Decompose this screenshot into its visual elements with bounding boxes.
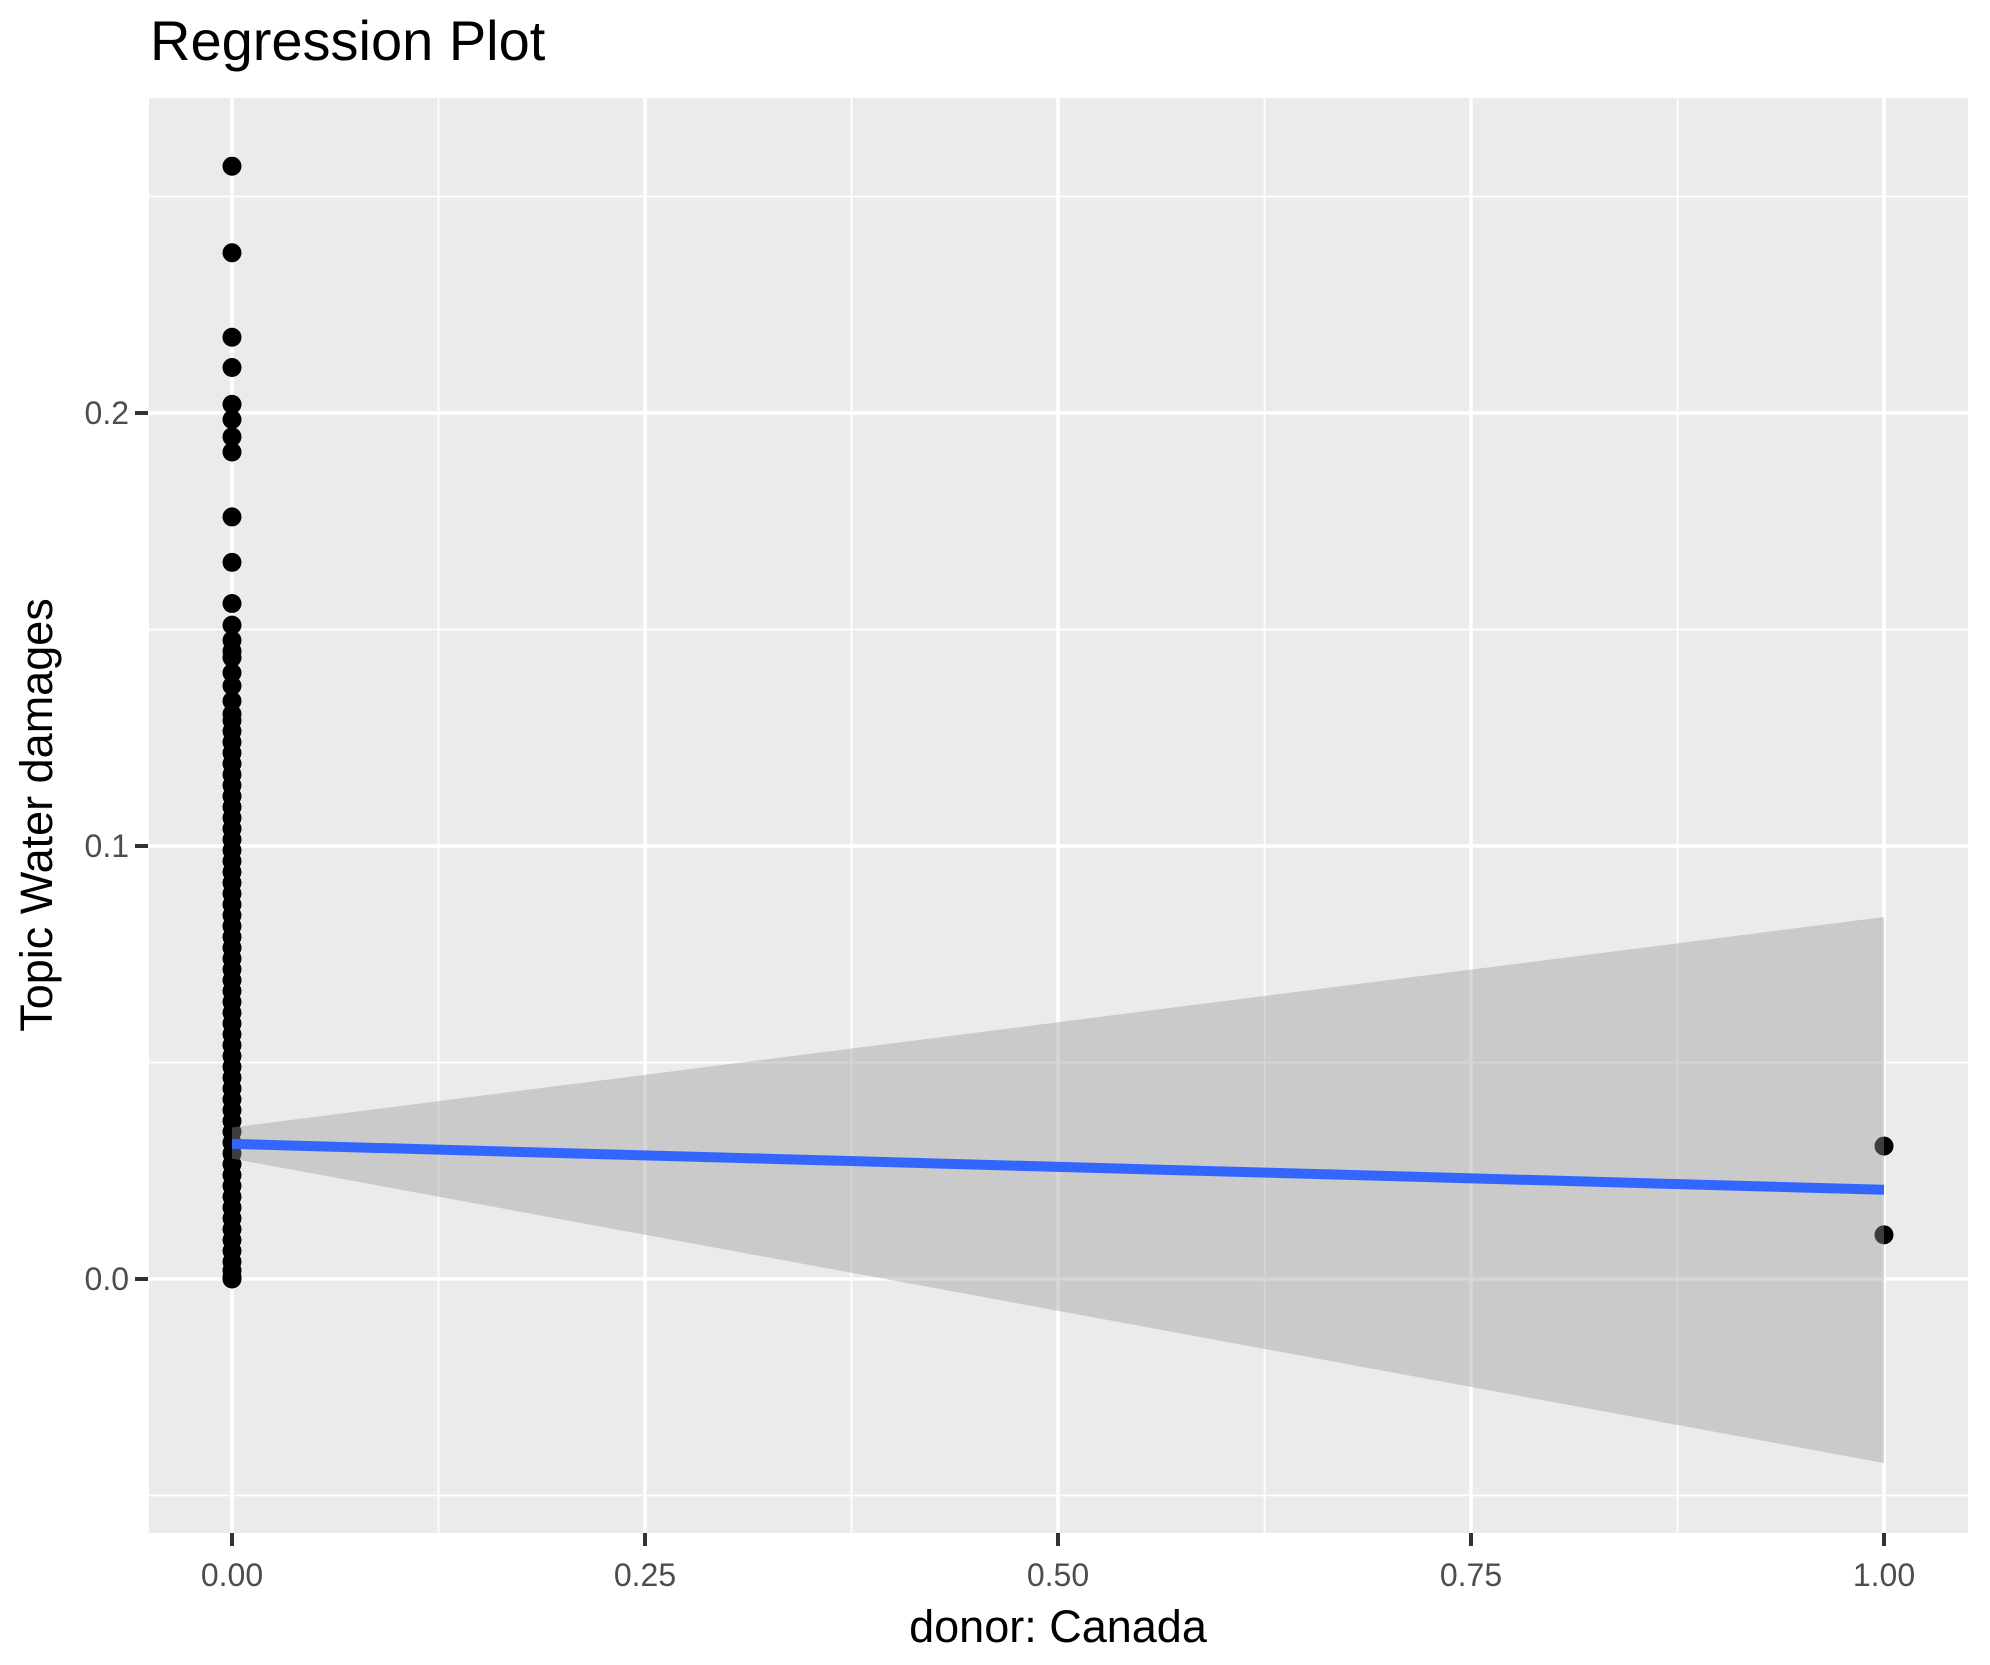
x-axis-tick-labels: 0.00 0.25 0.50 0.75 1.00 [201,1557,1915,1593]
scatter-points [222,156,1894,1289]
data-point [222,243,242,263]
x-axis-title: donor: Canada [909,1601,1208,1652]
data-point [222,507,242,527]
y-tick-label: 0.2 [85,395,129,431]
y-tick-label: 0.1 [85,828,129,864]
data-point [222,615,242,635]
x-tick-label: 0.50 [1027,1557,1089,1593]
data-point [222,394,242,414]
data-point [222,663,242,683]
y-axis-tick-labels: 0.0 0.1 0.2 [85,395,129,1297]
confidence-band [232,917,1884,1464]
y-axis-tick-marks [135,411,148,1281]
data-point [222,594,242,614]
data-point [1874,1136,1894,1156]
data-point [222,442,242,462]
x-tick-label: 0.75 [1440,1557,1502,1593]
x-tick-label: 1.00 [1853,1557,1915,1593]
data-point [222,409,242,429]
x-tick-label: 0.25 [614,1557,676,1593]
data-point [222,1269,242,1289]
data-point [222,676,242,696]
x-axis-tick-marks [230,1533,1886,1546]
data-point [222,427,242,447]
data-point [222,552,242,572]
plot-title: Regression Plot [150,9,546,72]
y-tick-label: 0.0 [85,1261,129,1297]
data-point [222,358,242,378]
regression-line [231,1138,1885,1195]
data-point [222,648,242,668]
y-axis-title: Topic Water damages [11,598,62,1032]
data-point [222,327,242,347]
data-point [222,691,242,711]
x-tick-label: 0.00 [201,1557,263,1593]
data-point [222,156,242,176]
data-point [1874,1225,1894,1245]
